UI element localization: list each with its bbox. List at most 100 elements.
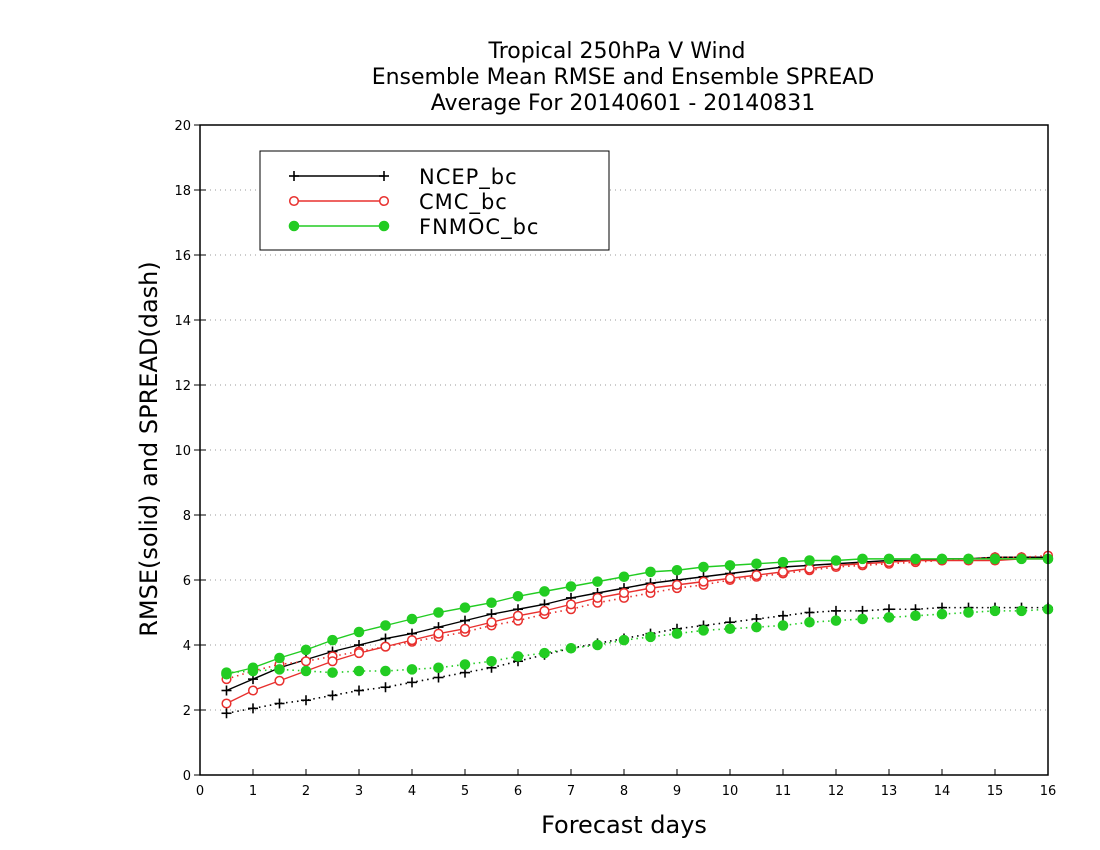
fnmoc-bc-spread-point	[751, 621, 762, 633]
fnmoc-bc-rmse-point	[698, 561, 709, 573]
legend-label-fnmoc-bc: FNMOC_bc	[419, 215, 539, 240]
ncep-bc-spread-point	[407, 677, 417, 688]
x-axis-label: Forecast days	[541, 811, 707, 839]
series-layer	[221, 550, 1054, 719]
cmc-bc-rmse-point	[671, 579, 683, 590]
y-axis-ticks: 0 2 4 6 8 10 12 14 16 18 20	[174, 119, 206, 784]
ncep-bc-spread-point	[301, 695, 311, 706]
fnmoc-bc-spread-point	[910, 610, 921, 622]
y-tick-label: 6	[183, 574, 191, 589]
cmc-bc-rmse-point	[539, 605, 550, 616]
fnmoc-bc-rmse-point	[830, 555, 842, 566]
fnmoc-bc-spread-point	[459, 659, 471, 670]
cmc-bc-rmse-point	[645, 583, 656, 594]
fnmoc-bc-spread-point	[671, 628, 683, 639]
legend-label-ncep-bc: NCEP_bc	[419, 165, 518, 190]
cmc-bc-spread-point	[300, 656, 312, 667]
fnmoc-bc-rmse-point	[274, 652, 285, 664]
y-tick-label: 20	[174, 119, 191, 134]
fnmoc-bc-spread-point	[857, 613, 868, 625]
legend-marker-ncep-bc	[289, 171, 299, 181]
x-tick-label: 0	[196, 784, 204, 799]
ncep-bc-rmse-point	[221, 685, 232, 696]
cmc-bc-rmse-point	[380, 641, 391, 652]
fnmoc-bc-spread-point	[830, 615, 842, 626]
fnmoc-bc-rmse-point	[327, 634, 338, 646]
fnmoc-bc-spread-point	[300, 665, 312, 677]
cmc-bc-rmse-point	[777, 566, 789, 577]
fnmoc-bc-rmse-point	[539, 586, 550, 597]
x-tick-label: 3	[355, 784, 363, 799]
fnmoc-bc-rmse-point	[963, 553, 974, 565]
fnmoc-bc-rmse-point	[618, 571, 630, 583]
fnmoc-bc-spread-point	[380, 665, 391, 677]
legend-marker-fnmoc-bc	[288, 220, 300, 232]
fnmoc-bc-rmse-point	[459, 602, 471, 613]
ncep-bc-spread-line	[226, 606, 1048, 715]
ncep-bc-rmse-line	[226, 556, 1048, 692]
fnmoc-bc-rmse-point	[300, 644, 312, 656]
fnmoc-bc-rmse-point	[221, 668, 232, 680]
x-tick-label: 14	[934, 784, 951, 799]
fnmoc-bc-spread-point	[433, 662, 444, 674]
cmc-bc-rmse-point	[433, 628, 444, 639]
y-tick-label: 14	[174, 314, 191, 329]
fnmoc-bc-rmse-line	[226, 558, 1048, 675]
cmc-bc-rmse-point	[618, 587, 630, 599]
fnmoc-bc-rmse-point	[645, 566, 656, 578]
cmc-bc-rmse-point	[486, 617, 497, 628]
ncep-bc-spread-point	[831, 605, 841, 616]
fnmoc-bc-rmse-point	[936, 553, 948, 565]
x-tick-label: 11	[775, 784, 792, 799]
fnmoc-bc-rmse-point	[1016, 553, 1027, 565]
x-tick-label: 5	[461, 784, 469, 799]
fnmoc-bc-spread-point	[592, 639, 603, 651]
fnmoc-bc-rmse-point	[989, 553, 1001, 565]
ncep-bc-spread-point	[221, 708, 232, 719]
x-tick-label: 7	[567, 784, 575, 799]
y-tick-label: 0	[183, 769, 191, 784]
cmc-bc-rmse-line	[226, 558, 1048, 705]
fnmoc-bc-rmse-point	[433, 607, 444, 618]
x-tick-label: 6	[514, 784, 522, 799]
cmc-bc-rmse-point	[724, 573, 736, 584]
fnmoc-bc-rmse-point	[486, 597, 497, 609]
legend-marker-cmc-bc	[378, 195, 390, 207]
fnmoc-bc-rmse-point	[592, 576, 603, 587]
fnmoc-bc-spread-point	[724, 623, 736, 635]
legend-marker-cmc-bc	[288, 195, 300, 207]
x-tick-label: 1	[249, 784, 257, 799]
fnmoc-bc-rmse-point	[777, 556, 789, 568]
fnmoc-bc-spread-point	[777, 620, 789, 631]
fnmoc-bc-spread-point	[963, 607, 974, 618]
y-tick-label: 10	[174, 444, 191, 459]
fnmoc-bc-spread-point	[645, 631, 656, 643]
cmc-bc-rmse-point	[459, 623, 471, 634]
x-tick-label: 4	[408, 784, 416, 799]
ncep-bc-spread-point	[804, 607, 815, 618]
fnmoc-bc-rmse-point	[512, 590, 524, 602]
x-tick-label: 12	[828, 784, 845, 799]
title-line-1: Tropical 250hPa V Wind	[487, 39, 745, 64]
cmc-bc-rmse-point	[565, 599, 577, 610]
fnmoc-bc-spread-point	[883, 612, 895, 623]
cmc-bc-rmse-point	[751, 570, 762, 581]
fnmoc-bc-spread-point	[1016, 605, 1027, 617]
x-tick-label: 8	[620, 784, 628, 799]
fnmoc-bc-spread-point	[406, 664, 418, 675]
fnmoc-bc-spread-point	[274, 664, 285, 675]
fnmoc-bc-spread-point	[353, 665, 365, 677]
x-tick-label: 15	[987, 784, 1004, 799]
x-tick-label: 13	[881, 784, 898, 799]
cmc-bc-rmse-point	[698, 576, 709, 587]
ncep-bc-spread-point	[433, 672, 444, 683]
fnmoc-bc-rmse-point	[353, 626, 365, 638]
cmc-bc-rmse-point	[592, 592, 603, 603]
x-tick-label: 9	[673, 784, 681, 799]
fnmoc-bc-spread-point	[698, 625, 709, 636]
cmc-bc-rmse-point	[327, 656, 338, 667]
fnmoc-bc-rmse-point	[804, 555, 815, 566]
ncep-bc-spread-point	[327, 690, 338, 701]
fnmoc-bc-spread-point	[539, 647, 550, 659]
